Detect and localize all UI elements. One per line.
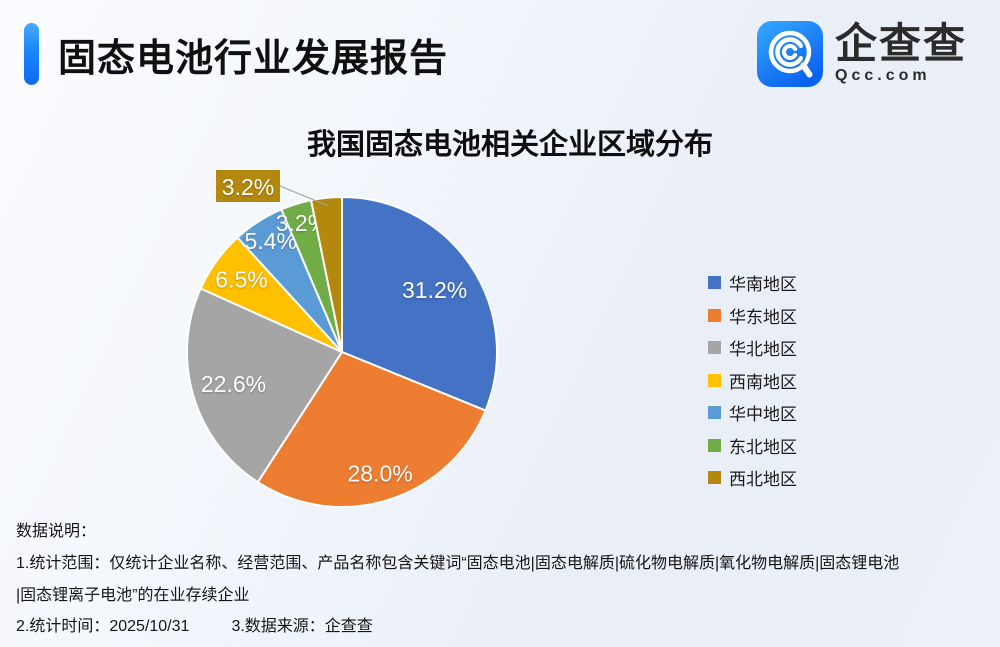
pie-label-2: 22.6%	[201, 371, 266, 397]
chart-title: 我国固态电池相关企业区域分布	[306, 129, 713, 161]
logo-domain: Qcc.com	[835, 67, 931, 85]
legend: 华南地区华东地区华北地区西南地区华中地区东北地区西北地区	[708, 272, 797, 489]
legend-swatch-icon	[708, 406, 721, 419]
legend-label: 华北地区	[729, 340, 797, 359]
pie-label-1: 28.0%	[347, 460, 412, 486]
legend-label: 华南地区	[729, 275, 797, 294]
pie-chart: 31.2%28.0%22.6%6.5%5.4%3.2%3.2%	[186, 170, 498, 508]
pie-label-3: 6.5%	[215, 266, 267, 292]
legend-label: 华中地区	[729, 405, 797, 424]
legend-item-3[interactable]: 西南地区	[708, 370, 797, 392]
legend-swatch-icon	[708, 341, 721, 354]
legend-swatch-icon	[708, 438, 721, 452]
pie-slice-1[interactable]	[256, 351, 487, 508]
pie-label-4: 5.4%	[245, 228, 297, 254]
legend-item-4[interactable]: 华中地区	[708, 402, 797, 424]
header-accent-bar	[24, 23, 39, 85]
callout-leader-line	[279, 185, 328, 207]
footer-stat-time: 2.统计时间：2025/10/31	[16, 618, 190, 636]
logo-name: 企查查	[835, 20, 968, 67]
footer-heading: 数据说明：	[16, 523, 97, 540]
footer-source: 3.数据来源：企查查	[231, 618, 373, 636]
report-title: 固态电池行业发展报告	[58, 38, 449, 80]
legend-label: 西北地区	[729, 470, 797, 489]
footer-line1: 1.统计范围：仅统计企业名称、经营范围、产品名称包含关键词“固态电池|固态电解质…	[16, 554, 900, 572]
legend-swatch-icon	[708, 276, 721, 289]
legend-item-1[interactable]: 华东地区	[708, 305, 797, 327]
pie-slice-0[interactable]	[341, 196, 498, 412]
legend-item-5[interactable]: 东北地区	[708, 435, 797, 457]
footer-line2: |固态锂离子电池”的在业存续企业	[16, 586, 250, 604]
legend-swatch-icon	[708, 308, 721, 322]
legend-label: 东北地区	[729, 437, 797, 457]
pie-callout-box	[216, 170, 280, 202]
pie-slice-6[interactable]	[310, 196, 343, 353]
pie-label-0: 31.2%	[402, 277, 467, 303]
legend-item-2[interactable]: 华北地区	[708, 337, 797, 359]
footer-notes: 数据说明： 1.统计范围：仅统计企业名称、经营范围、产品名称包含关键词“固态电池…	[16, 516, 991, 643]
legend-label: 西南地区	[729, 372, 797, 392]
qcc-magnifier-icon	[757, 21, 823, 87]
legend-item-6[interactable]: 西北地区	[708, 467, 797, 489]
pie-callout-label: 3.2%	[222, 174, 274, 200]
qcc-logo-text: 企查查 Qcc.com	[835, 21, 967, 85]
qcc-logo[interactable]: 企查查 Qcc.com	[757, 21, 967, 87]
legend-label: 华东地区	[729, 307, 797, 327]
legend-swatch-icon	[708, 373, 721, 387]
pie-slice-2[interactable]	[186, 287, 343, 484]
legend-swatch-icon	[708, 471, 721, 484]
legend-item-0[interactable]: 华南地区	[708, 272, 797, 294]
